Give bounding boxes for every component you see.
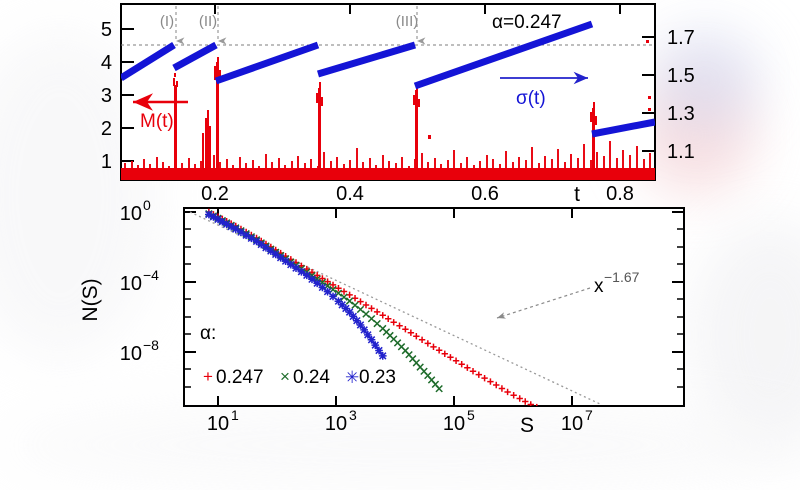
bottom-xaxis-ticks: [217, 208, 573, 406]
bottom-xtick-exp-7: 7: [585, 407, 593, 423]
scientific-figure: 5 4 3 2 1 1.7 1.5 1.3 1.1: [79, 3, 695, 437]
series-M-t: [121, 40, 655, 180]
bottom-ytick-base-8: 10: [120, 343, 142, 365]
alpha-value-label: α=0.247: [492, 12, 562, 33]
bottom-xtick-exp-1: 1: [231, 407, 239, 423]
top-right-axis-ticks: [642, 36, 655, 152]
bottom-yaxis-ticks: [184, 211, 684, 388]
top-xtick-0-2: 0.2: [201, 183, 229, 205]
event-marker-I: (I): [160, 13, 174, 30]
bottom-xaxis-label: S: [520, 414, 534, 437]
figure-root: 5 4 3 2 1 1.7 1.5 1.3 1.1: [79, 3, 760, 437]
bottom-xtick-exp-3: 3: [349, 407, 357, 423]
top-xtick-0-8: 0.8: [606, 183, 634, 205]
sigma-t-annotation: σ(t): [500, 71, 588, 109]
bottom-ytick-exp-4: −4: [143, 267, 159, 283]
event-marker-III: (III): [396, 13, 419, 30]
top-ytick-5: 5: [101, 19, 112, 41]
series-alpha-023: [205, 210, 387, 360]
bottom-ytick-labels: 10 0 10 −4 10 −8: [120, 197, 159, 365]
top-ytick-4: 4: [101, 52, 112, 74]
legend-symbol-0247: +: [203, 367, 213, 386]
top-xtick-0-6: 0.6: [471, 183, 499, 205]
M-t-annotation: M(t): [133, 93, 188, 132]
top-ytick-3: 3: [101, 85, 112, 107]
legend-label-0247: 0.247: [216, 367, 264, 388]
spike-IV: [415, 90, 418, 180]
bottom-xtick-exp-5: 5: [467, 407, 475, 423]
legend-symbol-023: ✳: [345, 368, 359, 387]
bottom-ytick-exp-0: 0: [143, 197, 151, 213]
top-ytick-1: 1: [101, 151, 112, 173]
sigma-t-label: σ(t): [516, 88, 546, 109]
bottom-xtick-base-5: 10: [443, 413, 465, 435]
bottom-ytick-exp-8: −8: [143, 337, 159, 353]
legend-label-024: 0.24: [293, 367, 330, 388]
bottom-xtick-base-1: 10: [207, 413, 229, 435]
bottom-yaxis-label: N(S): [79, 278, 102, 321]
bottom-ytick-base-4: 10: [120, 273, 142, 295]
background-blob-blue: [650, 30, 760, 130]
bottom-ytick-base-0: 10: [120, 203, 142, 225]
top-xaxis-label: t: [574, 183, 580, 206]
bottom-xtick-base-3: 10: [325, 413, 347, 435]
bottom-xtick-base-7: 10: [561, 413, 583, 435]
legend-title: α:: [200, 323, 216, 344]
top-panel: 5 4 3 2 1 1.7 1.5 1.3 1.1: [101, 3, 695, 206]
M-t-label: M(t): [140, 111, 174, 132]
top-y2tick-1-1: 1.1: [667, 141, 695, 163]
spike-V: [592, 108, 595, 180]
legend-symbol-024: ×: [280, 367, 290, 386]
legend: α: + 0.247 × 0.24 ✳ 0.23: [200, 323, 396, 388]
top-xtick-0-4: 0.4: [336, 183, 364, 205]
bottom-xtick-labels: 10 1 10 3 10 5 10 7: [207, 407, 593, 435]
top-ytick-2: 2: [101, 118, 112, 140]
legend-label-023: 0.23: [359, 367, 396, 388]
power-law-label-base: x: [594, 276, 604, 297]
bottom-panel-frame: [183, 207, 685, 407]
top-y2tick-1-5: 1.5: [667, 65, 695, 87]
bottom-panel: 10 0 10 −4 10 −8 N(S) 10 1: [79, 197, 685, 437]
event-markers: (I) (II) (III): [160, 6, 426, 45]
event-marker-II: (II): [199, 13, 217, 30]
top-y2tick-1-7: 1.7: [667, 27, 695, 49]
power-law-annotation: x −1.67: [496, 269, 640, 319]
power-law-label-exponent: −1.67: [604, 269, 640, 285]
spike-II: [216, 62, 219, 180]
series-sigma-t: [121, 20, 655, 138]
top-y2tick-1-3: 1.3: [667, 103, 695, 125]
spike-I: [174, 85, 177, 180]
spike-III: [318, 88, 321, 180]
